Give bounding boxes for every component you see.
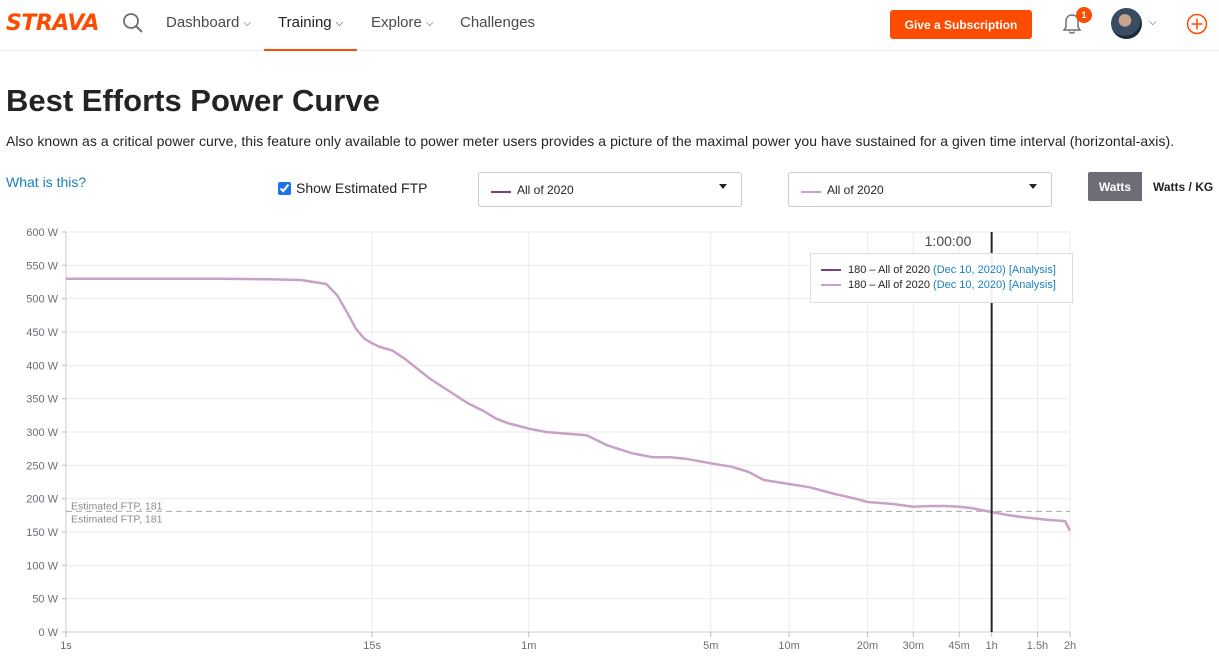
tooltip-row: 180 – All of 2020 (Dec 10, 2020) [Analys… <box>821 264 1056 276</box>
search-icon[interactable] <box>122 12 144 34</box>
y-tick-label: 500 W <box>26 294 58 306</box>
series-swatch <box>821 284 841 287</box>
nav-item-dashboard[interactable]: Dashboard ⌵ <box>166 0 251 51</box>
y-tick-label: 150 W <box>26 527 58 539</box>
y-tick-label: 0 W <box>38 627 58 639</box>
bell-icon[interactable] <box>1062 13 1082 35</box>
nav-item-challenges[interactable]: Challenges <box>460 14 536 31</box>
top-nav: STRAVA Dashboard ⌵ Training ⌵ Explore ⌵ Cha… <box>0 0 1219 51</box>
y-tick-label: 300 W <box>26 427 58 439</box>
tooltip-value: 180 – All of 2020 <box>848 279 930 291</box>
tooltip-analysis-link[interactable]: [Analysis] <box>1008 264 1056 276</box>
nav-item-training[interactable]: Training ⌵ <box>264 0 358 51</box>
plus-circle-icon[interactable] <box>1186 13 1208 35</box>
x-tick-label: 10m <box>778 640 799 652</box>
caret-down-icon <box>719 184 727 189</box>
show-ftp-checkbox[interactable] <box>278 181 291 195</box>
chevron-down-icon: ⌵ <box>243 18 251 29</box>
nav-item-explore[interactable]: Explore ⌵ <box>371 0 433 51</box>
power-curve-line[interactable] <box>66 277 1072 532</box>
tooltip-value: 180 – All of 2020 <box>848 264 930 276</box>
period-select-2[interactable]: All of 2020 <box>788 172 1052 207</box>
caret-down-icon <box>1029 184 1037 189</box>
tooltip-date-link[interactable]: (Dec 10, 2020) <box>933 264 1006 276</box>
x-tick-label: 1m <box>521 640 536 652</box>
y-tick-label: 50 W <box>32 594 58 606</box>
x-tick-label: 30m <box>903 640 924 652</box>
x-tick-label: 5m <box>703 640 718 652</box>
series-swatch <box>821 269 841 272</box>
strava-logo[interactable]: STRAVA <box>6 11 99 36</box>
x-tick-label: 1h <box>986 640 998 652</box>
y-tick-label: 600 W <box>26 227 58 239</box>
y-tick-label: 400 W <box>26 360 58 372</box>
x-tick-label: 15s <box>363 640 381 652</box>
power-curve-chart[interactable]: 0 W 50 W 100 W 150 W 200 W 250 W 300 W 350 W 400… <box>0 220 1090 668</box>
tooltip-row: 180 – All of 2020 (Dec 10, 2020) [Analys… <box>821 279 1056 291</box>
x-tick-label: 1.5h <box>1027 640 1048 652</box>
y-tick-label: 350 W <box>26 394 58 406</box>
give-subscription-button[interactable]: Give a Subscription <box>890 10 1032 39</box>
y-tick-label: 100 W <box>26 560 58 572</box>
unit-watts-per-kg-button[interactable]: Watts / KG <box>1142 172 1219 201</box>
show-ftp-toggle[interactable]: Show Estimated FTP <box>278 180 428 196</box>
chevron-down-icon[interactable]: ⌵ <box>1149 17 1157 28</box>
y-tick-label: 450 W <box>26 327 58 339</box>
chevron-down-icon: ⌵ <box>335 18 344 29</box>
page-title: Best Efforts Power Curve <box>6 83 380 118</box>
y-tick-label: 550 W <box>26 260 58 272</box>
tooltip-date-link[interactable]: (Dec 10, 2020) <box>933 279 1006 291</box>
series-swatch <box>801 191 821 193</box>
x-tick-label: 45m <box>948 640 969 652</box>
notification-badge: 1 <box>1076 7 1092 23</box>
avatar[interactable] <box>1111 8 1142 39</box>
y-tick-label: 250 W <box>26 460 58 472</box>
tooltip-analysis-link[interactable]: [Analysis] <box>1008 279 1056 291</box>
chart-tooltip: 180 – All of 2020 (Dec 10, 2020) [Analys… <box>810 253 1073 303</box>
cursor-time-label: 1:00:00 <box>925 233 972 249</box>
what-is-this-link[interactable]: What is this? <box>6 174 87 190</box>
unit-watts-button[interactable]: Watts <box>1088 172 1142 201</box>
period-select-2-value: All of 2020 <box>827 183 884 197</box>
ftp-label: Estimated FTP, 181 <box>71 500 163 512</box>
show-ftp-label: Show Estimated FTP <box>296 180 428 196</box>
x-tick-label: 1s <box>60 640 72 652</box>
x-tick-label: 20m <box>857 640 878 652</box>
y-tick-label: 200 W <box>26 494 58 506</box>
chevron-down-icon: ⌵ <box>425 18 434 29</box>
period-select-1-value: All of 2020 <box>517 183 574 197</box>
series-swatch <box>491 191 511 193</box>
x-tick-label: 2h <box>1064 640 1076 652</box>
period-select-1[interactable]: All of 2020 <box>478 172 742 207</box>
page-description: Also known as a critical power curve, th… <box>6 133 1175 149</box>
ftp-label: Estimated FTP, 181 <box>71 513 163 525</box>
